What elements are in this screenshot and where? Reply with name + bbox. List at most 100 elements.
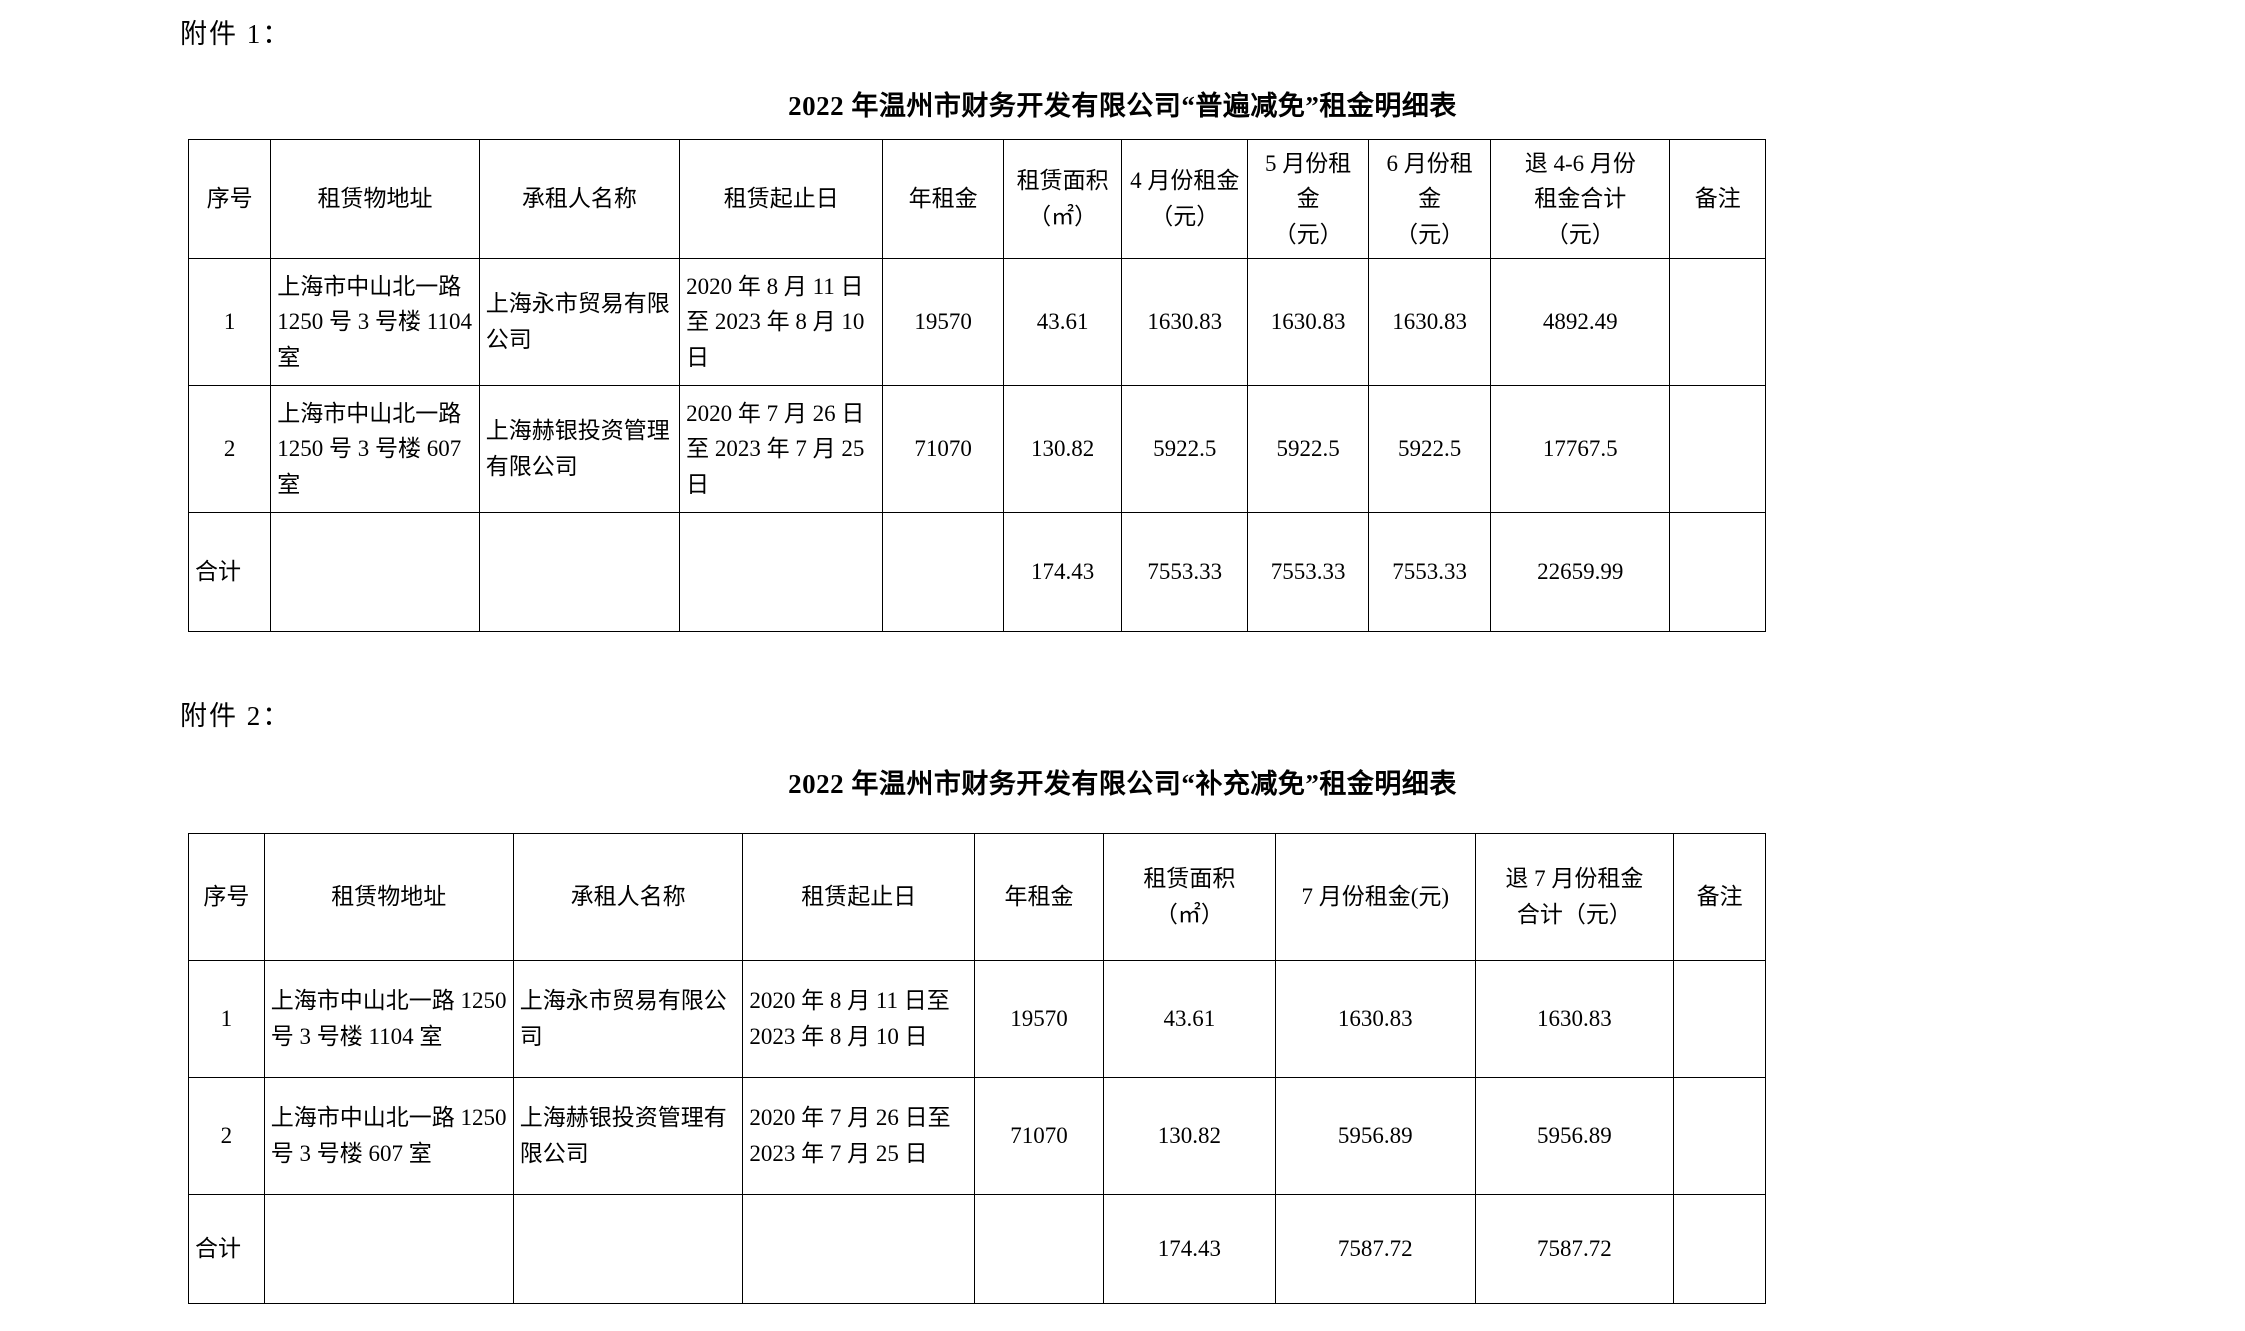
- header-cell-area: 租赁面积 （㎡）: [1003, 139, 1123, 259]
- cell-area: 130.82: [1003, 385, 1123, 513]
- header-cell-refund-total: 退 4-6 月份 租金合计 （元）: [1490, 139, 1671, 259]
- cell-annual-rent: 71070: [974, 1077, 1104, 1195]
- table-row: 1 上海市中山北一路 1250 号 3 号楼 1104 室 上海永市贸易有限公司…: [188, 960, 1766, 1078]
- total-remark: [1673, 1194, 1766, 1304]
- cell-area: 130.82: [1102, 1077, 1276, 1195]
- table-title-2: 2022 年温州市财务开发有限公司“补充减免”租金明细表: [788, 769, 1457, 799]
- table-row: 1 上海市中山北一路 1250 号 3 号楼 1104 室 上海永市贸易有限公司…: [187, 258, 1766, 386]
- cell-no: 2: [187, 385, 272, 513]
- cell-remark: [1669, 385, 1766, 513]
- cell-period: 2020 年 8 月 11 日至 2023 年 8 月 10 日: [679, 258, 884, 386]
- cell-remark: [1673, 1077, 1766, 1195]
- total-tenant: [512, 1194, 744, 1304]
- cell-tenant: 上海赫银投资管理有限公司: [478, 385, 681, 513]
- total-address: [270, 512, 480, 632]
- cell-july-rent: 5956.89: [1274, 1077, 1476, 1195]
- total-july-rent: 7587.72: [1274, 1194, 1476, 1304]
- cell-may-rent: 1630.83: [1247, 258, 1370, 386]
- cell-address: 上海市中山北一路 1250 号 3 号楼 1104 室: [270, 258, 480, 386]
- header-cell-no: 序号: [187, 139, 272, 259]
- header-refund-line2: 租金合计: [1534, 186, 1627, 212]
- total-tenant: [478, 512, 681, 632]
- header-cell-period: 租赁起止日: [679, 139, 884, 259]
- cell-june-rent: 5922.5: [1368, 385, 1492, 513]
- cell-refund-total: 1630.83: [1474, 960, 1675, 1078]
- cell-tenant: 上海永市贸易有限公司: [512, 960, 744, 1078]
- cell-june-rent: 1630.83: [1368, 258, 1492, 386]
- header-june-unit: （元）: [1395, 221, 1465, 247]
- header-area-top: 租赁面积: [1143, 866, 1236, 892]
- header-may-top: 5 月份租金: [1265, 150, 1352, 212]
- total-june-rent: 7553.33: [1368, 512, 1492, 632]
- header-cell-tenant: 承租人名称: [512, 833, 744, 961]
- header-cell-period: 租赁起止日: [742, 833, 976, 961]
- header-april-top: 4 月份租金: [1130, 168, 1240, 194]
- attachment-label-1: 附件 1：: [180, 19, 292, 49]
- cell-remark: [1669, 258, 1766, 386]
- cell-period: 2020 年 7 月 26 日至 2023 年 7 月 25 日: [679, 385, 884, 513]
- header-area-unit: （㎡）: [1028, 204, 1098, 229]
- table-total-row: 合计 174.43 7553.33 7553.33 7553.33 22659.…: [187, 512, 1766, 632]
- cell-tenant: 上海永市贸易有限公司: [478, 258, 681, 386]
- total-area: 174.43: [1102, 1194, 1276, 1304]
- cell-may-rent: 5922.5: [1247, 385, 1370, 513]
- total-annual-rent: [882, 512, 1005, 632]
- cell-no: 1: [188, 960, 265, 1078]
- cell-period: 2020 年 7 月 26 日至 2023 年 7 月 25 日: [742, 1077, 976, 1195]
- header-cell-may-rent: 5 月份租金 （元）: [1247, 139, 1370, 259]
- cell-period: 2020 年 8 月 11 日至 2023 年 8 月 10 日: [742, 960, 976, 1078]
- total-area: 174.43: [1003, 512, 1123, 632]
- table-row: 2 上海市中山北一路 1250 号 3 号楼 607 室 上海赫银投资管理有限公…: [188, 1077, 1766, 1195]
- cell-annual-rent: 71070: [882, 385, 1005, 513]
- cell-area: 43.61: [1102, 960, 1276, 1078]
- total-period: [679, 512, 884, 632]
- header-cell-area: 租赁面积 （㎡）: [1102, 833, 1276, 961]
- header-refund-line2: 合计（元）: [1516, 902, 1632, 927]
- total-refund-total: 22659.99: [1490, 512, 1671, 632]
- table-header-row: 序号 租赁物地址 承租人名称 租赁起止日 年租金 租赁面积 （㎡） 7 月份租金…: [188, 833, 1766, 961]
- cell-july-rent: 1630.83: [1274, 960, 1476, 1078]
- header-cell-july-rent: 7 月份租金(元): [1274, 833, 1476, 961]
- total-label: 合计: [187, 512, 272, 632]
- total-address: [263, 1194, 514, 1304]
- header-june-top: 6 月份租金: [1386, 150, 1473, 212]
- total-remark: [1669, 512, 1766, 632]
- cell-no: 1: [187, 258, 272, 386]
- total-may-rent: 7553.33: [1247, 512, 1370, 632]
- total-annual-rent: [974, 1194, 1104, 1304]
- cell-tenant: 上海赫银投资管理有限公司: [512, 1077, 744, 1195]
- header-cell-no: 序号: [188, 833, 265, 961]
- table-title-1: 2022 年温州市财务开发有限公司“普遍减免”租金明细表: [788, 91, 1457, 121]
- header-cell-remark: 备注: [1673, 833, 1766, 961]
- header-cell-address: 租赁物地址: [263, 833, 514, 961]
- total-period: [742, 1194, 976, 1304]
- total-april-rent: 7553.33: [1121, 512, 1249, 632]
- header-area-top: 租赁面积: [1016, 168, 1109, 194]
- header-refund-line3: （元）: [1545, 221, 1615, 247]
- rent-reduction-table-supplementary: 序号 租赁物地址 承租人名称 租赁起止日 年租金 租赁面积 （㎡） 7 月份租金…: [188, 833, 1766, 1304]
- header-cell-april-rent: 4 月份租金 （元）: [1121, 139, 1249, 259]
- cell-annual-rent: 19570: [882, 258, 1005, 386]
- cell-april-rent: 5922.5: [1121, 385, 1249, 513]
- header-refund-line1: 退 7 月份租金: [1505, 866, 1644, 892]
- header-cell-annual-rent: 年租金: [882, 139, 1005, 259]
- header-may-unit: （元）: [1273, 221, 1343, 247]
- cell-no: 2: [188, 1077, 265, 1195]
- cell-refund-total: 5956.89: [1474, 1077, 1675, 1195]
- header-area-unit: （㎡）: [1154, 902, 1224, 927]
- cell-address: 上海市中山北一路 1250 号 3 号楼 1104 室: [263, 960, 514, 1078]
- table-header-row: 序号 租赁物地址 承租人名称 租赁起止日 年租金 租赁面积 （㎡） 4 月份租金…: [187, 139, 1766, 259]
- cell-area: 43.61: [1003, 258, 1123, 386]
- cell-address: 上海市中山北一路 1250 号 3 号楼 607 室: [270, 385, 480, 513]
- cell-refund-total: 17767.5: [1490, 385, 1671, 513]
- header-april-unit: （元）: [1150, 204, 1220, 229]
- cell-address: 上海市中山北一路 1250 号 3 号楼 607 室: [263, 1077, 514, 1195]
- table-row: 2 上海市中山北一路 1250 号 3 号楼 607 室 上海赫银投资管理有限公…: [187, 385, 1766, 513]
- attachment-label-2: 附件 2：: [180, 701, 292, 731]
- header-cell-annual-rent: 年租金: [974, 833, 1104, 961]
- header-refund-line1: 退 4-6 月份: [1524, 150, 1636, 176]
- header-cell-tenant: 承租人名称: [478, 139, 681, 259]
- total-refund-total: 7587.72: [1474, 1194, 1675, 1304]
- header-cell-address: 租赁物地址: [270, 139, 480, 259]
- table-total-row: 合计 174.43 7587.72 7587.72: [188, 1194, 1766, 1304]
